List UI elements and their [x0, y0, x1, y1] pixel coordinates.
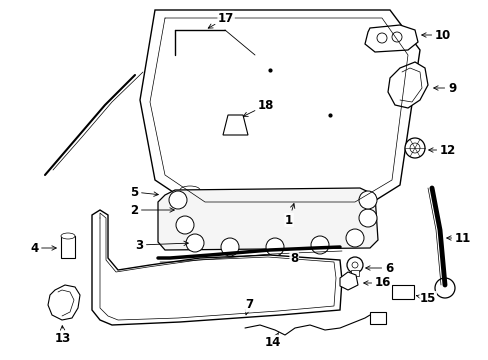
- Polygon shape: [223, 115, 247, 135]
- Circle shape: [346, 257, 362, 273]
- Polygon shape: [339, 272, 357, 290]
- Polygon shape: [364, 25, 417, 52]
- Ellipse shape: [61, 233, 75, 239]
- Polygon shape: [195, 233, 224, 250]
- Circle shape: [391, 32, 401, 42]
- Text: 4: 4: [30, 242, 56, 255]
- Circle shape: [434, 278, 454, 298]
- Text: 5: 5: [130, 185, 158, 198]
- Text: 16: 16: [363, 276, 390, 289]
- Text: 3: 3: [135, 239, 188, 252]
- Bar: [61, 236, 75, 258]
- Polygon shape: [158, 188, 377, 250]
- Text: 12: 12: [428, 144, 455, 157]
- Circle shape: [265, 238, 284, 256]
- Text: 18: 18: [243, 99, 274, 116]
- Text: 1: 1: [285, 203, 294, 226]
- Text: 13: 13: [55, 326, 71, 345]
- Circle shape: [404, 138, 424, 158]
- Text: 17: 17: [208, 12, 234, 28]
- Circle shape: [358, 209, 376, 227]
- Circle shape: [346, 229, 363, 247]
- Circle shape: [221, 238, 239, 256]
- Text: 15: 15: [416, 292, 435, 305]
- Text: 7: 7: [244, 298, 253, 315]
- Bar: [350, 270, 358, 276]
- Bar: [369, 312, 385, 324]
- Text: 6: 6: [365, 261, 392, 274]
- Circle shape: [409, 143, 419, 153]
- Bar: [391, 285, 413, 299]
- Text: 11: 11: [446, 231, 470, 244]
- Polygon shape: [140, 10, 419, 210]
- Text: 8: 8: [289, 252, 298, 265]
- Circle shape: [376, 33, 386, 43]
- Polygon shape: [92, 210, 341, 325]
- Text: 14: 14: [264, 333, 281, 348]
- Circle shape: [358, 191, 376, 209]
- Text: 9: 9: [433, 81, 455, 95]
- Polygon shape: [387, 62, 427, 108]
- Ellipse shape: [180, 186, 200, 194]
- Circle shape: [169, 191, 186, 209]
- Text: 10: 10: [421, 28, 450, 41]
- Circle shape: [310, 236, 328, 254]
- Text: 2: 2: [130, 203, 174, 216]
- Circle shape: [351, 262, 357, 268]
- Polygon shape: [48, 285, 80, 320]
- Circle shape: [185, 234, 203, 252]
- Bar: [180, 190, 200, 218]
- Circle shape: [176, 216, 194, 234]
